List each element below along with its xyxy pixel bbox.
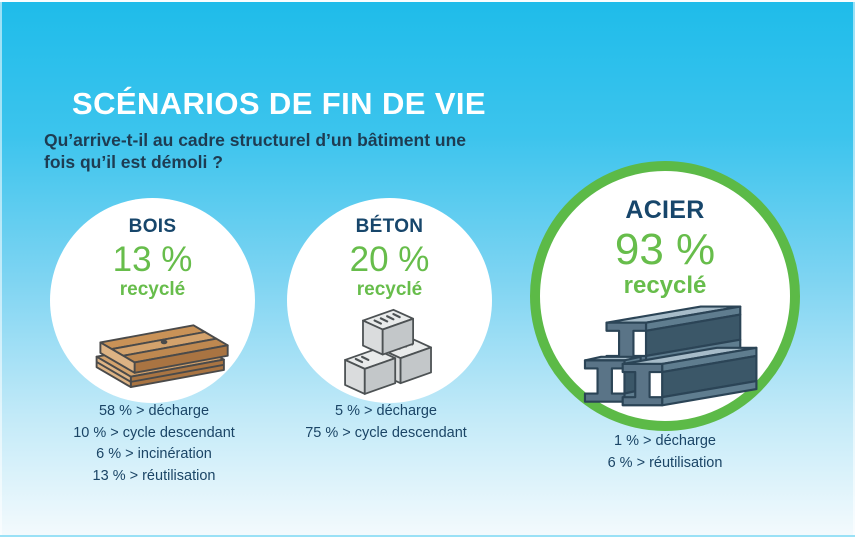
material-stats-bois: 58 % > décharge 10 % > cycle descendant … [73,401,235,487]
page-title: SCÉNARIOS DE FIN DE VIE [72,86,486,121]
stat-line: 58 % > décharge [98,403,210,419]
material-stats-acier: 1 % > décharge 6 % > réutilisation [608,431,723,474]
page-subtitle: Qu’arrive-t-il au cadre structurel d’un … [44,129,514,174]
material-percent-bois: 13 % [112,240,193,279]
material-recycled-label-acier: recyclé [623,272,707,299]
material-recycled-label-beton: recyclé [356,279,423,300]
stat-line: 1 % > décharge [614,433,716,449]
material-stats-beton: 5 % > décharge 75 % > cycle descendant [305,401,467,444]
stat-line: 10 % > cycle descendant [73,424,235,441]
material-circle-bois: BOIS 13 % recyclé [50,198,255,403]
material-name-beton: BÉTON [355,216,424,237]
stat-line: 13 % > réutilisation [92,467,216,484]
page-subtitle-line2: fois qu’il est démoli ? [44,152,223,173]
material-percent-acier: 93 % [614,225,716,274]
stat-line: 6 % > réutilisation [607,454,723,471]
stat-line: 6 % > incinération [96,446,212,462]
concrete-blocks-icon [334,308,460,402]
material-percent-beton: 20 % [349,240,430,279]
stat-line: 5 % > décharge [335,403,437,419]
material-recycled-label-bois: recyclé [119,279,186,300]
steel-beams-icon [576,301,760,409]
material-name-bois: BOIS [128,216,177,237]
material-circle-acier: ACIER 93 % recyclé [530,161,800,431]
wood-planks-icon [89,308,241,394]
material-circle-beton: BÉTON 20 % recyclé [287,198,492,403]
stat-line: 75 % > cycle descendant [305,424,467,441]
material-name-acier: ACIER [625,196,705,224]
page-subtitle-line1: Qu’arrive-t-il au cadre structurel d’un … [44,130,467,150]
